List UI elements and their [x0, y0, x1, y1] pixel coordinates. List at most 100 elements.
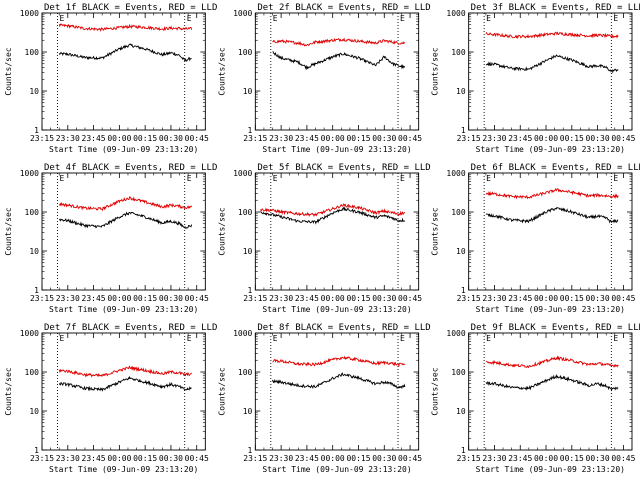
- y-axis-label: Counts/sec: [217, 207, 226, 255]
- x-tick-label: 00:15: [133, 454, 157, 463]
- y-tick-label: 100: [25, 208, 40, 217]
- event-marker-label: E: [187, 174, 192, 183]
- x-tick-label: 23:30: [269, 134, 293, 143]
- x-tick-label: 00:45: [398, 454, 422, 463]
- x-tick-label: 00:00: [321, 454, 345, 463]
- y-tick-label: 1000: [233, 9, 252, 18]
- x-tick-label: 00:30: [372, 294, 396, 303]
- event-marker-label: E: [400, 174, 405, 183]
- x-tick-label: 23:45: [82, 134, 106, 143]
- y-axis-label: Counts/sec: [4, 207, 13, 255]
- x-tick-label: 00:15: [346, 134, 370, 143]
- event-marker-label: E: [400, 334, 405, 343]
- event-marker-label: E: [613, 174, 618, 183]
- chart-panel-8: Det 8f BLACK = Events, RED = LLD Counts/s…: [217, 323, 430, 474]
- x-axis-label: Start Time (09-Jun-09 23:13:20): [262, 465, 411, 474]
- series-line-red: [58, 23, 193, 32]
- chart-panel-9: Det 9f BLACK = Events, RED = LLD Counts/s…: [431, 323, 640, 474]
- chart-title: Det 2f BLACK = Events, RED = LLD: [257, 3, 430, 13]
- x-tick-label: 00:45: [398, 134, 422, 143]
- x-tick-label: 00:00: [107, 294, 131, 303]
- event-marker-label: E: [486, 174, 491, 183]
- plot-frame: [468, 12, 633, 131]
- chart-panel-5: Det 5f BLACK = Events, RED = LLD Counts/s…: [217, 163, 430, 314]
- x-tick-label: 00:15: [133, 294, 157, 303]
- y-tick-label: 1: [461, 286, 466, 295]
- chart-title: Det 4f BLACK = Events, RED = LLD: [44, 163, 217, 173]
- series-line-red: [485, 187, 619, 200]
- y-tick-label: 1000: [20, 329, 39, 338]
- y-tick-label: 1: [461, 446, 466, 455]
- x-tick-label: 23:30: [56, 134, 80, 143]
- x-tick-label: 00:30: [586, 294, 610, 303]
- series-line-red: [272, 355, 406, 368]
- chart-title: Det 5f BLACK = Events, RED = LLD: [257, 163, 430, 173]
- x-tick-label: 00:30: [159, 294, 183, 303]
- event-marker-label: E: [400, 14, 405, 23]
- series-line-black: [485, 206, 619, 224]
- series-line-red: [58, 365, 192, 378]
- event-marker-label: E: [613, 14, 618, 23]
- plot-frame: [468, 332, 633, 451]
- y-tick-label: 10: [456, 247, 466, 256]
- chart-title: Det 8f BLACK = Events, RED = LLD: [257, 323, 430, 333]
- x-tick-label: 00:45: [398, 294, 422, 303]
- x-tick-label: 23:15: [457, 454, 481, 463]
- x-tick-label: 23:45: [82, 294, 106, 303]
- y-tick-label: 100: [238, 368, 253, 377]
- y-tick-label: 1000: [446, 169, 465, 178]
- event-marker-label: E: [486, 14, 491, 23]
- y-tick-label: 1000: [446, 329, 465, 338]
- plot-frame: [254, 12, 420, 131]
- chart-title: Det 1f BLACK = Events, RED = LLD: [44, 3, 217, 13]
- x-tick-label: 00:30: [586, 134, 610, 143]
- y-tick-label: 100: [238, 208, 253, 217]
- x-axis-label: Start Time (09-Jun-09 23:13:20): [49, 305, 198, 314]
- x-tick-label: 23:15: [243, 294, 267, 303]
- x-tick-label: 00:45: [611, 294, 635, 303]
- x-tick-label: 23:15: [30, 134, 54, 143]
- x-tick-label: 00:00: [107, 134, 131, 143]
- x-tick-label: 23:45: [295, 294, 319, 303]
- y-axis-label: Counts/sec: [431, 207, 440, 255]
- y-tick-label: 1000: [233, 169, 252, 178]
- y-tick-label: 1: [248, 446, 253, 455]
- x-tick-label: 23:30: [56, 294, 80, 303]
- x-tick-label: 00:30: [586, 454, 610, 463]
- chart-title: Det 9f BLACK = Events, RED = LLD: [471, 323, 640, 333]
- y-tick-label: 10: [243, 87, 253, 96]
- x-tick-label: 00:45: [611, 134, 635, 143]
- y-tick-label: 100: [451, 48, 466, 57]
- y-axis-label: Counts/sec: [4, 367, 13, 415]
- event-marker-label: E: [486, 334, 491, 343]
- y-tick-label: 100: [451, 368, 466, 377]
- series-line-red: [485, 355, 619, 369]
- chart-panel-3: Det 3f BLACK = Events, RED = LLD Counts/s…: [431, 3, 640, 154]
- x-tick-label: 00:30: [159, 134, 183, 143]
- x-tick-label: 00:00: [534, 294, 558, 303]
- x-tick-label: 23:45: [82, 454, 106, 463]
- x-tick-label: 23:30: [269, 294, 293, 303]
- y-tick-label: 100: [238, 48, 253, 57]
- y-tick-label: 1: [34, 286, 39, 295]
- event-marker-label: E: [59, 14, 64, 23]
- event-marker-label: E: [59, 334, 64, 343]
- x-tick-label: 23:30: [269, 454, 293, 463]
- plot-frame: [254, 332, 420, 451]
- x-tick-label: 00:00: [534, 134, 558, 143]
- x-axis-label: Start Time (09-Jun-09 23:13:20): [49, 145, 198, 154]
- chart-panel-1: Det 1f BLACK = Events, RED = LLD Counts/s…: [4, 3, 217, 154]
- event-marker-label: E: [273, 334, 278, 343]
- chart-panel-7: Det 7f BLACK = Events, RED = LLD Counts/s…: [4, 323, 217, 474]
- x-tick-label: 23:45: [295, 134, 319, 143]
- plot-frame: [468, 172, 633, 291]
- x-tick-label: 00:45: [611, 454, 635, 463]
- x-tick-label: 00:45: [185, 454, 209, 463]
- x-tick-label: 00:15: [560, 454, 584, 463]
- y-axis-label: Counts/sec: [217, 47, 226, 95]
- x-axis-label: Start Time (09-Jun-09 23:13:20): [476, 305, 625, 314]
- series-line-red: [485, 31, 619, 40]
- y-tick-label: 1: [34, 446, 39, 455]
- y-tick-label: 1: [248, 126, 253, 135]
